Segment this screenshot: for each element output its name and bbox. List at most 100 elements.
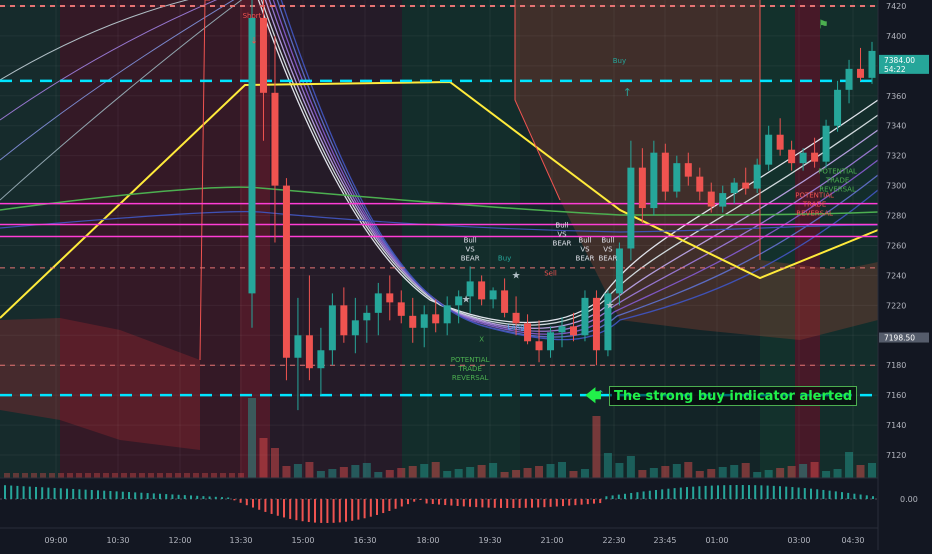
oscillator-bar <box>624 493 626 499</box>
candle-body <box>351 320 359 336</box>
oscillator-bar <box>320 499 323 523</box>
oscillator-bar <box>369 499 372 517</box>
volume-bar <box>695 471 704 478</box>
candle-body <box>466 281 474 297</box>
price-badge-label: 7198.50 <box>884 334 915 343</box>
star-icon: ★ <box>462 294 471 305</box>
price-badge <box>879 332 929 343</box>
volume-bar <box>558 462 566 478</box>
volume-bar <box>148 473 154 478</box>
oscillator-bar <box>407 499 409 505</box>
chart-annotation: BEAR <box>461 254 480 262</box>
oscillator-bar <box>580 499 583 505</box>
chart-annotation: VS <box>580 245 590 253</box>
oscillator-bar <box>648 490 651 499</box>
candle-body <box>547 332 555 351</box>
oscillator-bar <box>41 487 44 499</box>
volume-bar <box>374 472 383 478</box>
candle-body <box>282 185 290 358</box>
oscillator-bar <box>760 485 763 499</box>
chart-annotation: Short <box>243 12 262 20</box>
price-axis-label: 7240 <box>886 271 906 280</box>
price-badge <box>879 63 929 74</box>
volume-bar <box>799 464 808 478</box>
oscillator-bar <box>276 499 279 516</box>
volume-bar <box>512 470 521 478</box>
oscillator-bar <box>586 499 589 505</box>
volume-bar <box>103 473 109 478</box>
candle-body <box>294 335 302 358</box>
oscillator-bar <box>121 491 124 499</box>
time-axis-label: 22:30 <box>602 536 625 545</box>
volume-bar <box>4 473 10 478</box>
oscillator-bar <box>630 492 633 499</box>
oscillator-bar <box>524 499 527 508</box>
chart-annotation: BEAR <box>576 254 595 262</box>
oscillator-bar <box>382 499 385 514</box>
oscillator-bar <box>803 488 806 499</box>
chart-annotation: POTENTIAL <box>795 192 834 200</box>
candle-body <box>684 163 692 177</box>
oscillator-bar <box>245 499 248 506</box>
volume-bar <box>856 465 865 478</box>
oscillator-bar <box>165 494 168 499</box>
oscillator-bar <box>4 485 6 499</box>
candle-body <box>248 17 256 294</box>
volume-bar <box>328 469 337 478</box>
candle-body <box>305 335 313 369</box>
price-axis-label: 7180 <box>886 361 906 370</box>
yellow-trend-line <box>0 80 879 319</box>
volume-bar <box>776 468 785 478</box>
oscillator-bar <box>574 499 577 506</box>
oscillator-bar <box>729 485 732 499</box>
chart-annotation: Buy <box>498 254 511 262</box>
oscillator-bar <box>698 486 701 499</box>
cloud-fill <box>515 0 878 340</box>
callout-arrow-icon: 🡄 <box>585 386 602 405</box>
oscillator-bar <box>47 487 50 499</box>
oscillator-bar <box>692 486 695 499</box>
oscillator-bar <box>376 499 378 515</box>
volume-bar <box>13 473 19 478</box>
oscillator-bar <box>171 494 174 499</box>
oscillator-bar <box>475 499 478 508</box>
volume-bar <box>316 471 325 478</box>
oscillator-bar <box>177 494 180 499</box>
oscillator-bar <box>456 499 459 506</box>
oscillator-bar <box>599 499 602 504</box>
oscillator-bar <box>481 499 484 508</box>
oscillator-bar <box>307 499 310 523</box>
time-axis-label: 16:30 <box>353 536 376 545</box>
volume-bar <box>211 473 217 478</box>
oscillator-bar <box>531 499 533 508</box>
chart-annotation: REVERSAL <box>452 374 489 382</box>
volume-bar <box>615 463 624 478</box>
volume-bar <box>49 473 55 478</box>
oscillator-bar <box>655 490 657 499</box>
volume-bar <box>753 472 762 478</box>
oscillator-bar <box>208 496 211 499</box>
oscillator-bar <box>617 494 620 499</box>
candle-body <box>788 149 796 164</box>
moving-average-line <box>272 0 879 335</box>
volume-bar <box>184 473 190 478</box>
chart-annotation: REVERSAL <box>819 186 856 194</box>
cloud-edge <box>514 0 561 201</box>
volume-bar <box>166 473 172 478</box>
oscillator-bar <box>450 499 453 506</box>
price-axis-label: 7400 <box>886 32 906 41</box>
candle-body <box>615 248 623 294</box>
candle-body <box>845 68 853 90</box>
volume-bar <box>741 463 750 478</box>
oscillator-bar <box>568 499 571 506</box>
candle-body <box>374 293 382 313</box>
candle-body <box>535 341 543 351</box>
oscillator-bar <box>419 499 422 500</box>
oscillator-bar <box>834 491 837 499</box>
oscillator-bar <box>741 485 744 499</box>
background-zone <box>402 0 520 478</box>
volume-bar <box>672 464 681 478</box>
volume-bar <box>626 456 635 478</box>
oscillator-bar <box>673 488 676 499</box>
